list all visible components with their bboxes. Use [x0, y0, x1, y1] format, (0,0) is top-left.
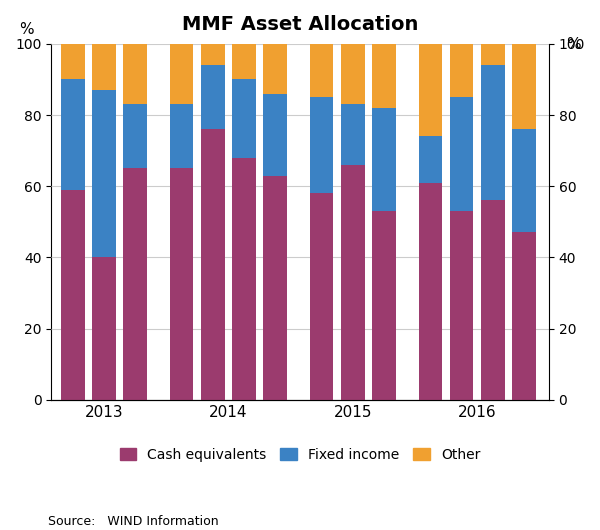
Bar	[232, 158, 256, 400]
Bar	[263, 44, 287, 94]
Bar	[512, 129, 536, 233]
Bar	[124, 104, 147, 169]
Bar	[61, 44, 85, 80]
Bar	[450, 98, 473, 211]
Y-axis label: %: %	[566, 37, 581, 52]
Bar	[481, 200, 505, 400]
Bar	[170, 104, 193, 169]
Legend: Cash equivalents, Fixed income, Other: Cash equivalents, Fixed income, Other	[114, 442, 486, 467]
Bar	[92, 44, 116, 90]
Bar	[450, 44, 473, 98]
Bar	[450, 211, 473, 400]
Bar	[419, 183, 442, 400]
Bar	[512, 233, 536, 400]
Bar	[92, 90, 116, 258]
Bar	[512, 44, 536, 129]
Bar	[481, 44, 505, 65]
Text: Source:   WIND Information: Source: WIND Information	[48, 515, 218, 528]
Bar	[481, 65, 505, 200]
Bar	[263, 94, 287, 175]
Bar	[124, 44, 147, 104]
Bar	[61, 190, 85, 400]
Bar	[170, 169, 193, 400]
Bar	[373, 108, 395, 211]
Bar	[201, 65, 224, 129]
Bar	[263, 175, 287, 400]
Bar	[232, 80, 256, 158]
Bar	[310, 44, 334, 98]
Bar	[341, 165, 365, 400]
Y-axis label: %: %	[19, 22, 34, 37]
Bar	[232, 44, 256, 80]
Bar	[373, 211, 395, 400]
Bar	[201, 129, 224, 400]
Bar	[310, 193, 334, 400]
Bar	[341, 44, 365, 104]
Bar	[61, 80, 85, 190]
Bar	[124, 169, 147, 400]
Bar	[201, 44, 224, 65]
Bar	[92, 258, 116, 400]
Bar	[170, 44, 193, 104]
Bar	[419, 44, 442, 136]
Bar	[373, 44, 395, 108]
Bar	[310, 98, 334, 193]
Title: MMF Asset Allocation: MMF Asset Allocation	[182, 15, 418, 34]
Bar	[341, 104, 365, 165]
Bar	[419, 136, 442, 183]
